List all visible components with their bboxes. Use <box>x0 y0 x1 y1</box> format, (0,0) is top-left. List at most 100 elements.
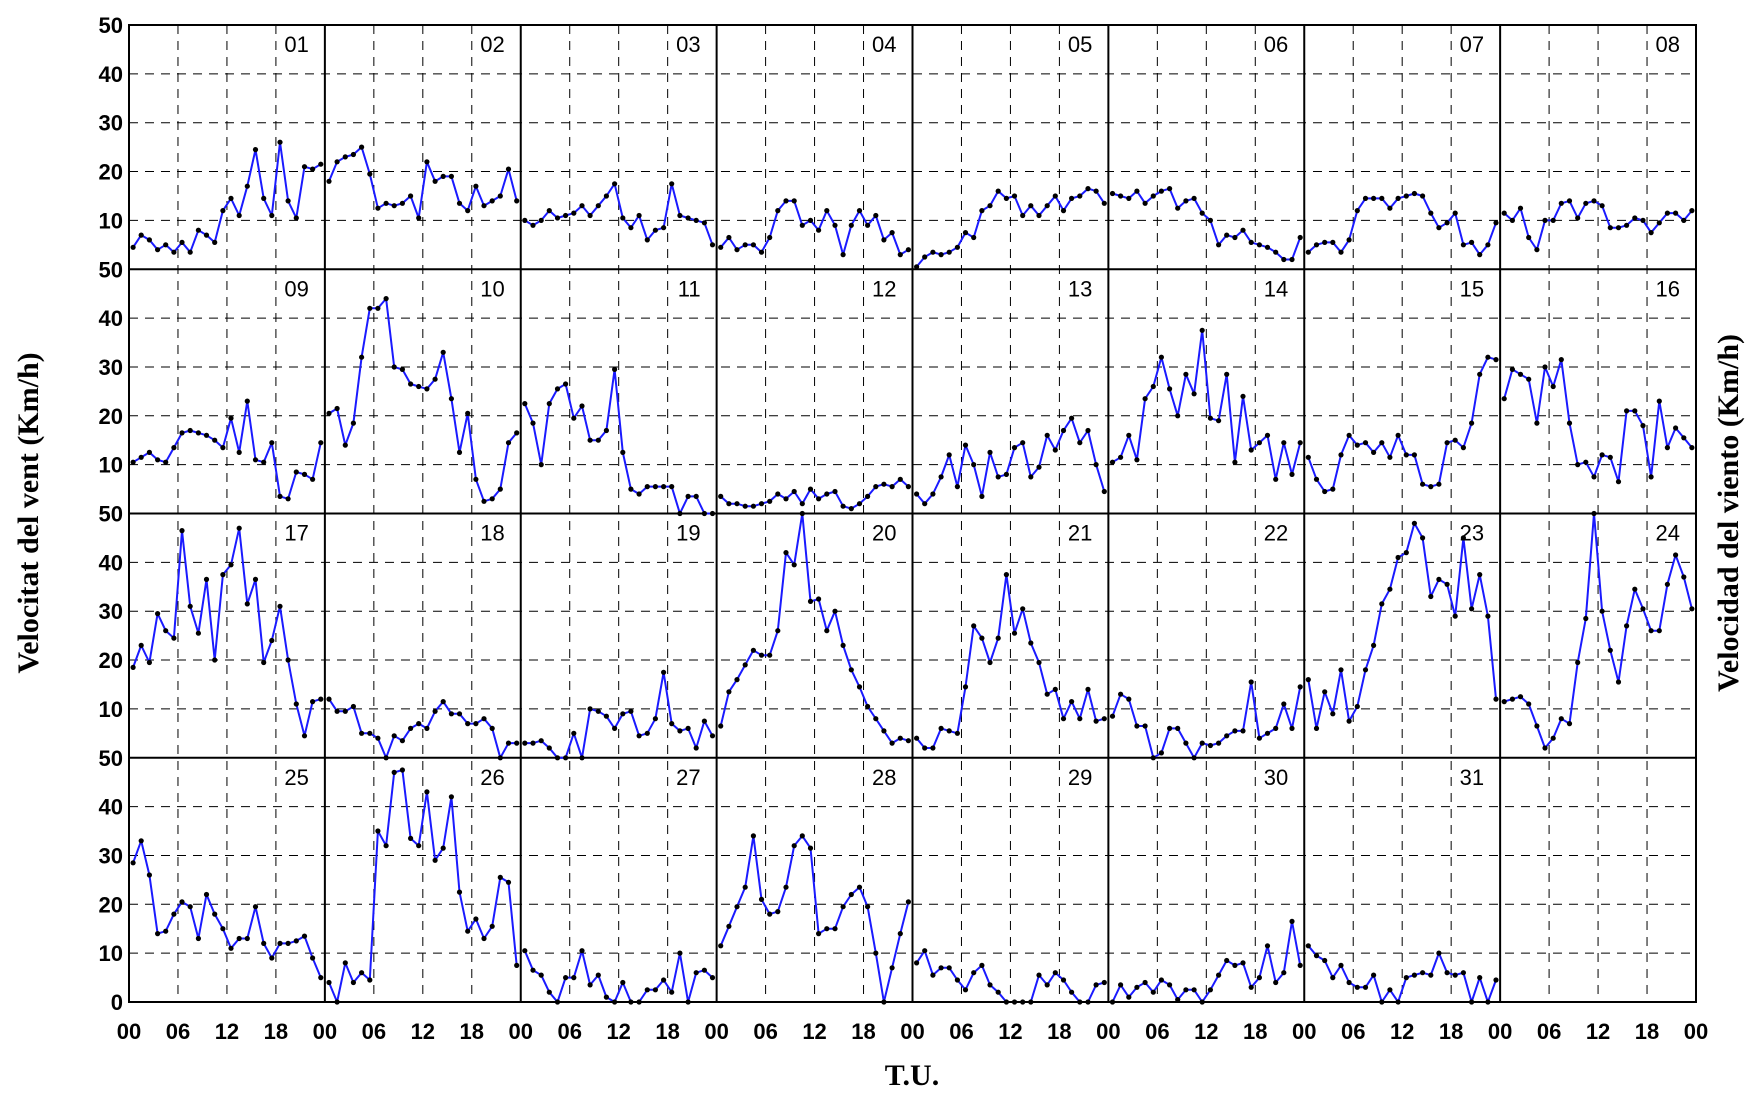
data-point <box>1150 755 1156 761</box>
day-label: 14 <box>1264 276 1288 301</box>
data-point <box>1534 723 1540 729</box>
data-point <box>1101 200 1107 206</box>
data-point <box>1207 987 1213 993</box>
data-point <box>1297 440 1303 446</box>
data-point <box>1526 234 1532 241</box>
series-line-day-17 <box>132 527 322 737</box>
data-point <box>995 635 1001 641</box>
data-point <box>938 965 944 971</box>
data-point <box>1607 225 1613 231</box>
data-point <box>995 474 1001 480</box>
data-point <box>203 432 210 438</box>
data-point <box>1517 694 1524 700</box>
data-point <box>571 975 577 981</box>
data-point <box>195 227 201 233</box>
data-point <box>1526 376 1532 382</box>
data-point <box>1371 195 1377 201</box>
data-point <box>628 225 634 231</box>
data-point <box>563 381 569 387</box>
data-point <box>505 440 512 446</box>
data-point <box>1673 210 1679 216</box>
data-point <box>1575 462 1581 468</box>
data-point <box>1681 574 1687 580</box>
data-point <box>1044 982 1050 988</box>
y-tick-label: 40 <box>99 62 123 87</box>
y-tick-label: 30 <box>99 599 123 624</box>
data-point <box>734 677 740 683</box>
data-point <box>1256 242 1262 248</box>
data-point <box>1485 242 1491 248</box>
data-point <box>1085 186 1091 192</box>
day-label: 30 <box>1264 765 1288 790</box>
data-point <box>367 730 373 736</box>
data-point <box>530 967 536 973</box>
data-point <box>383 200 389 206</box>
series-line-day-12 <box>720 478 910 510</box>
data-point <box>979 635 985 641</box>
data-point <box>391 364 397 370</box>
data-point <box>1444 970 1450 976</box>
data-point <box>734 501 740 507</box>
data-point <box>799 222 805 228</box>
data-point <box>1624 222 1630 228</box>
x-tick-label: 18 <box>264 1019 288 1044</box>
data-point <box>848 506 854 512</box>
data-point <box>612 725 618 732</box>
data-point <box>146 872 152 878</box>
data-point <box>1183 740 1189 746</box>
data-point <box>595 203 601 209</box>
data-point <box>897 476 903 482</box>
data-point <box>767 652 773 658</box>
data-point <box>579 403 585 409</box>
y-tick-label: 20 <box>99 648 123 673</box>
data-point <box>1224 232 1230 238</box>
y-tick-label: 30 <box>99 355 123 380</box>
data-point <box>334 159 340 165</box>
data-point <box>1101 488 1107 495</box>
day-label: 28 <box>872 765 896 790</box>
data-point <box>1411 190 1417 197</box>
series-line-day-23 <box>1307 522 1497 730</box>
data-point <box>350 979 356 986</box>
data-point <box>897 931 903 937</box>
data-point <box>1126 432 1132 438</box>
data-point <box>1403 975 1409 981</box>
data-point <box>881 481 887 487</box>
x-tick-label: 00 <box>509 1019 533 1044</box>
data-point <box>987 982 993 988</box>
data-point <box>187 904 193 910</box>
data-point <box>1297 684 1303 690</box>
data-point <box>1477 252 1483 258</box>
day-label: 12 <box>872 276 896 301</box>
data-point <box>514 962 520 969</box>
data-point <box>252 457 259 463</box>
data-point <box>971 623 977 629</box>
data-point <box>718 943 724 949</box>
data-point <box>620 449 626 455</box>
day-label: 17 <box>284 521 308 546</box>
data-point <box>1289 256 1295 263</box>
data-point <box>293 469 299 475</box>
data-point <box>1085 686 1091 693</box>
data-point <box>579 948 585 954</box>
data-point <box>938 725 944 732</box>
data-point <box>1681 435 1687 441</box>
series-line-day-15 <box>1307 356 1497 493</box>
data-point <box>1689 606 1695 612</box>
data-point <box>1517 205 1524 211</box>
data-point <box>644 237 650 243</box>
data-point <box>1648 628 1654 634</box>
data-point <box>1452 210 1458 216</box>
data-point <box>1460 242 1466 248</box>
data-point <box>954 484 961 490</box>
data-point <box>367 305 373 311</box>
data-point <box>709 975 716 981</box>
data-point <box>408 725 414 732</box>
data-point <box>350 151 356 158</box>
data-point <box>1216 972 1222 978</box>
data-point <box>1395 554 1401 561</box>
data-point <box>856 684 863 690</box>
x-tick-label: 00 <box>1292 1019 1316 1044</box>
data-point <box>1109 459 1116 465</box>
data-point <box>1371 972 1377 978</box>
